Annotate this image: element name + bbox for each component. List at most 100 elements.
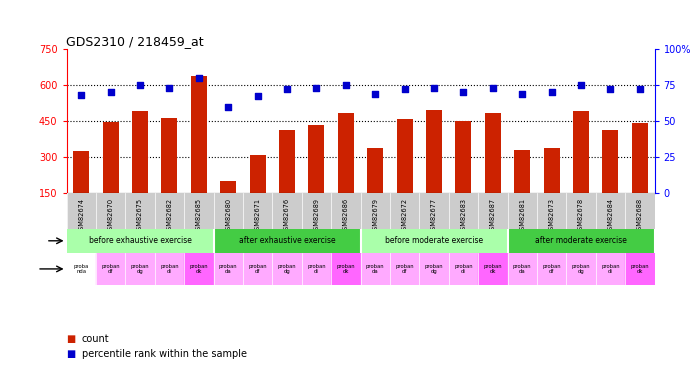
Text: GSM82688: GSM82688 [637,198,643,234]
Point [134,82,146,88]
Bar [249,155,266,194]
Text: GSM82682: GSM82682 [167,198,172,234]
Point [105,89,116,95]
Point [399,86,410,92]
Point [517,91,528,97]
Point [252,93,263,99]
Bar [66,253,96,285]
Bar [161,118,178,194]
Bar [514,150,531,194]
Text: GSM82673: GSM82673 [549,198,554,234]
Bar [478,253,508,285]
Bar [566,253,596,285]
Bar [243,253,272,285]
Point [76,92,87,98]
Bar [484,113,501,194]
Bar [543,148,560,194]
Text: GSM82671: GSM82671 [255,198,260,234]
Bar [360,253,390,285]
Bar [337,113,354,194]
Bar [272,253,302,285]
Bar [625,253,654,285]
Bar [279,129,295,194]
Text: proban
da: proban da [219,264,237,274]
Bar [308,125,325,194]
Text: percentile rank within the sample: percentile rank within the sample [82,350,247,359]
Text: GSM82677: GSM82677 [431,198,437,234]
Text: count: count [82,334,109,344]
Text: after moderate exercise: after moderate exercise [535,236,627,245]
Point [281,86,293,92]
Text: GSM82687: GSM82687 [490,198,496,234]
Point [164,85,175,91]
Text: before moderate exercise: before moderate exercise [385,236,483,245]
Text: proban
dk: proban dk [631,264,649,274]
Text: before exhaustive exercise: before exhaustive exercise [89,236,191,245]
Point [311,85,322,91]
Text: proban
dg: proban dg [278,264,296,274]
Point [340,82,351,88]
Point [487,85,498,91]
Text: ■: ■ [66,350,76,359]
Text: proban
dk: proban dk [337,264,355,274]
Bar [66,229,214,253]
Text: proba
nda: proba nda [74,264,89,274]
Text: proban
df: proban df [102,264,120,274]
Text: GSM82686: GSM82686 [343,198,349,234]
Bar [573,111,589,194]
Bar [508,253,537,285]
Text: proban
di: proban di [601,264,620,274]
Point [223,104,234,110]
Text: GSM82683: GSM82683 [461,198,466,234]
Bar [390,253,419,285]
Text: proban
di: proban di [307,264,326,274]
Point [605,86,616,92]
Text: GSM82675: GSM82675 [137,198,143,234]
Bar [331,253,360,285]
Text: GSM82689: GSM82689 [314,198,319,234]
Bar [367,148,384,194]
Bar [96,253,125,285]
Text: proban
df: proban df [248,264,267,274]
Point [546,89,557,95]
Bar [537,253,566,285]
Text: proban
dg: proban dg [572,264,590,274]
Bar [220,182,237,194]
Point [428,85,440,91]
Bar [602,129,619,194]
Bar [302,253,331,285]
Text: proban
dk: proban dk [190,264,208,274]
Text: GSM82676: GSM82676 [284,198,290,234]
Bar [449,253,478,285]
Text: GSM82681: GSM82681 [519,198,525,234]
Text: proban
da: proban da [366,264,384,274]
Text: proban
df: proban df [395,264,414,274]
Text: proban
dg: proban dg [131,264,149,274]
Point [634,86,645,92]
Text: proban
dk: proban dk [484,264,502,274]
Text: proban
da: proban da [513,264,531,274]
Bar [190,76,207,194]
Text: ■: ■ [66,334,76,344]
Point [193,75,204,81]
Point [458,89,469,95]
Bar [73,151,90,194]
Text: GSM82680: GSM82680 [225,198,231,234]
Text: GSM82685: GSM82685 [196,198,202,234]
Text: proban
dg: proban dg [425,264,443,274]
Bar [155,253,184,285]
Text: GSM82684: GSM82684 [608,198,613,234]
Bar [508,229,654,253]
Bar [214,229,360,253]
Bar [455,121,472,194]
Text: proban
di: proban di [454,264,472,274]
Point [370,91,381,97]
Text: proban
di: proban di [160,264,178,274]
Bar [102,122,119,194]
Bar [419,253,449,285]
Bar [596,253,625,285]
Text: GSM82674: GSM82674 [78,198,84,234]
Bar [426,110,442,194]
Bar [132,111,148,194]
Bar [184,253,213,285]
